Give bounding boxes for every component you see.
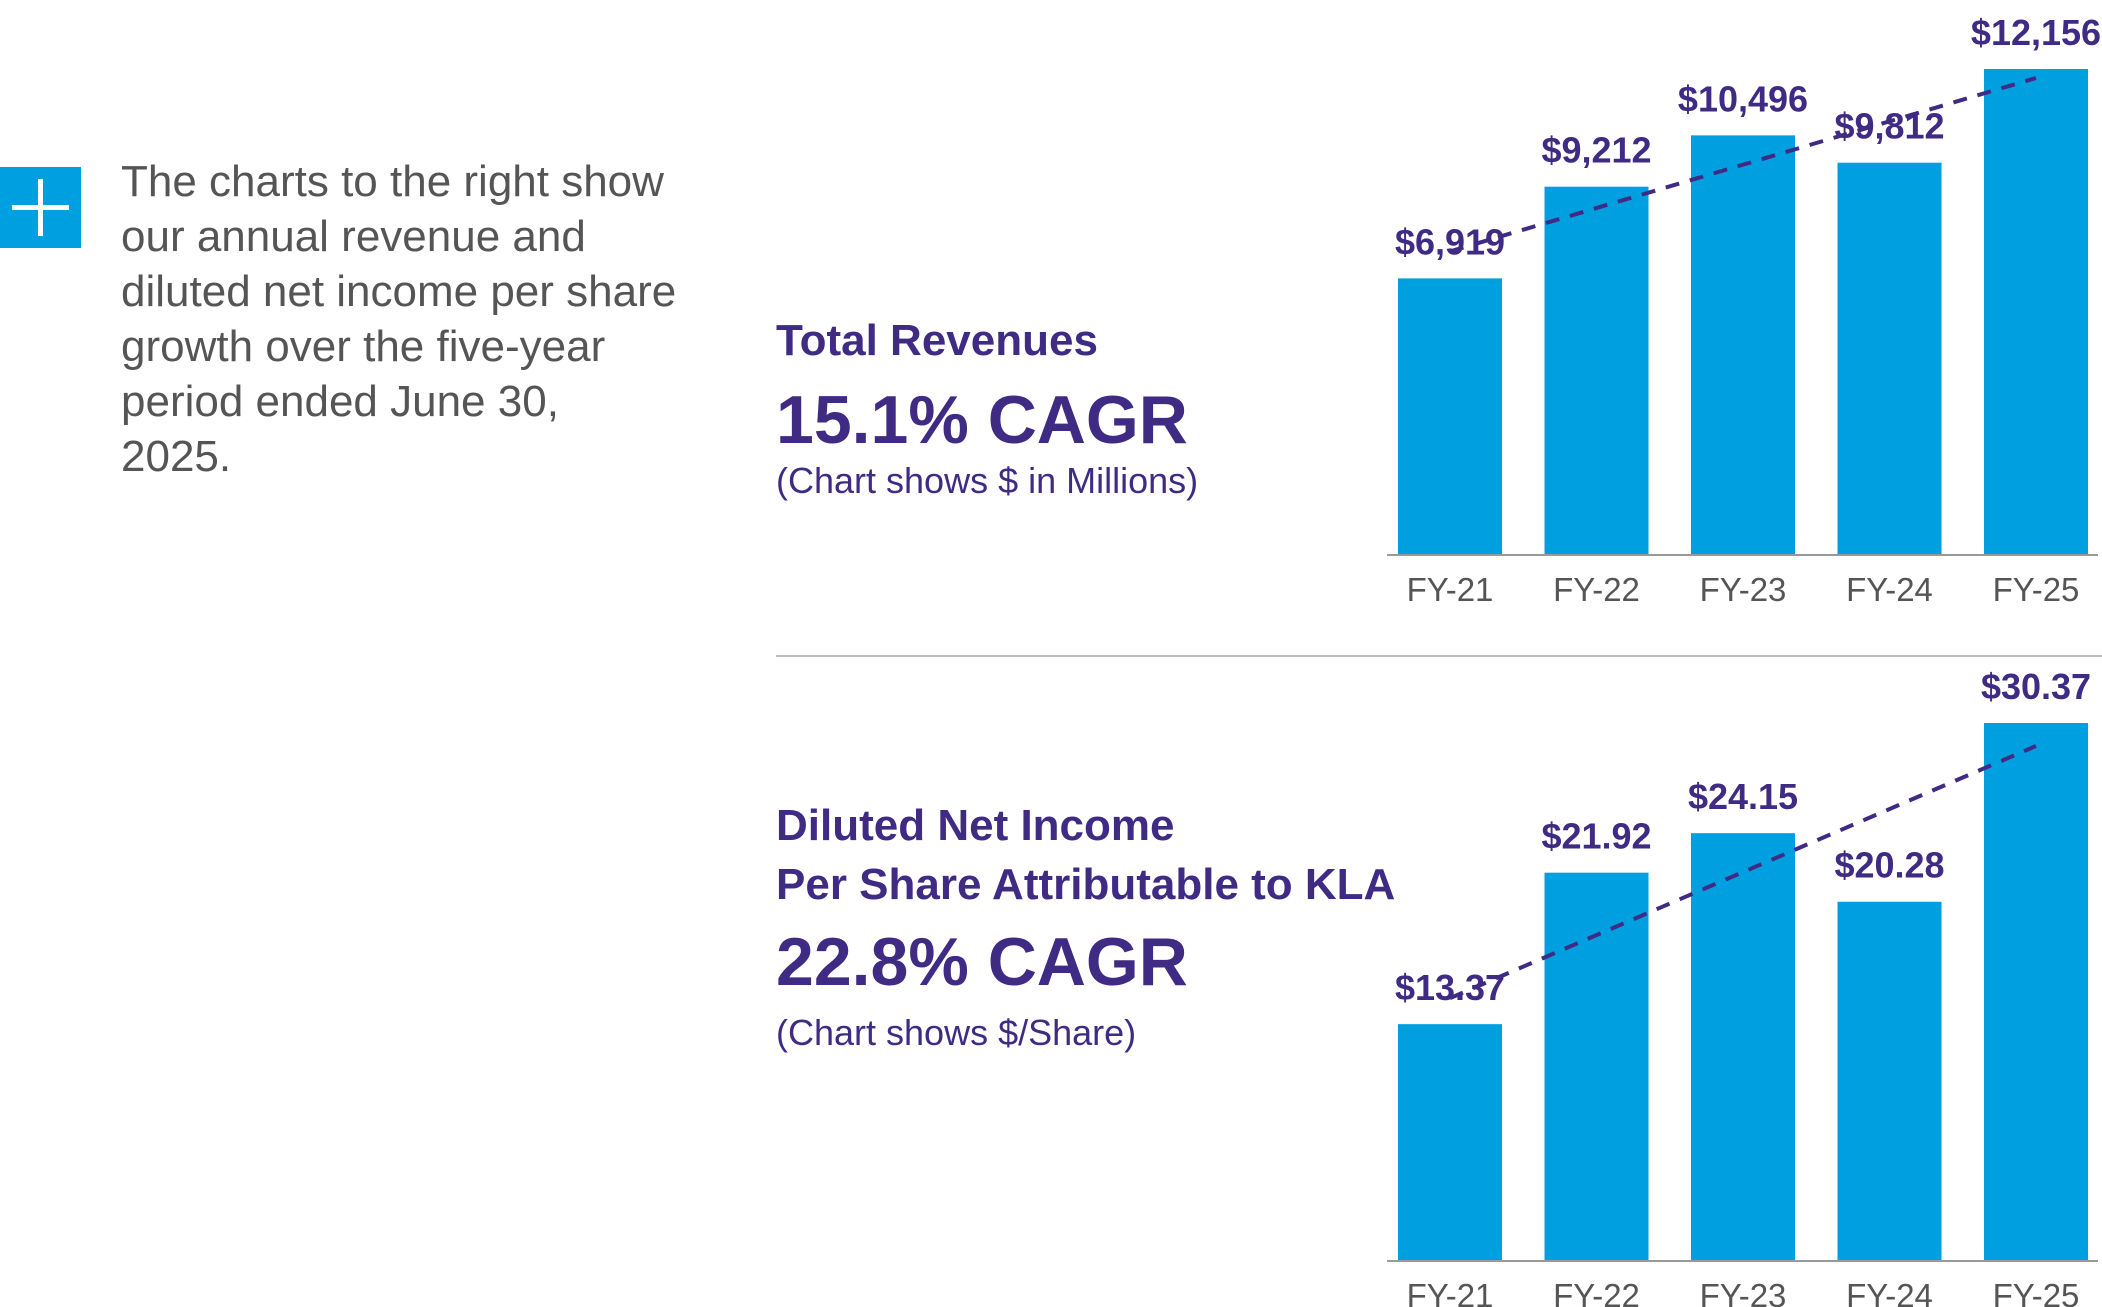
revenue-tick-label: FY-24 — [1846, 571, 1933, 608]
eps-title-line2: Per Share Attributable to KLA — [776, 860, 1396, 909]
eps-value-label: $24.15 — [1688, 776, 1798, 817]
revenue-bar-fy-21 — [1398, 278, 1502, 555]
revenue-tick-label: FY-21 — [1407, 571, 1494, 608]
revenue-trend-line — [1449, 76, 2037, 254]
revenue-value-label: $12,156 — [1971, 12, 2101, 53]
eps-value-label: $13.37 — [1395, 967, 1505, 1008]
eps-tick-label: FY-24 — [1846, 1277, 1933, 1307]
revenue-tick-label: FY-25 — [1993, 571, 2080, 608]
eps-bar-fy-25 — [1984, 723, 2088, 1261]
eps-value-label: $30.37 — [1981, 666, 2091, 707]
eps-tick-label: FY-23 — [1700, 1277, 1787, 1307]
eps-bar-fy-22 — [1544, 872, 1649, 1261]
plus-icon-glyph — [12, 179, 69, 236]
revenue-value-label: $9,212 — [1541, 130, 1651, 171]
eps-title-line1: Diluted Net Income — [776, 801, 1175, 850]
revenue-tick-label: FY-23 — [1700, 571, 1787, 608]
eps-note: (Chart shows $/Share) — [776, 1012, 1137, 1053]
revenue-bar-fy-25 — [1984, 69, 2088, 555]
revenue-cagr: 15.1% CAGR — [776, 382, 1188, 458]
eps-tick-label: FY-21 — [1407, 1277, 1494, 1307]
plus-icon — [0, 167, 81, 248]
eps-bar-fy-21 — [1398, 1024, 1502, 1261]
eps-tick-label: FY-25 — [1993, 1277, 2080, 1307]
eps-value-label: $21.92 — [1541, 816, 1651, 857]
eps-tick-label: FY-22 — [1553, 1277, 1640, 1307]
revenue-note: (Chart shows $ in Millions) — [776, 460, 1199, 501]
intro-text: The charts to the right show our annual … — [121, 157, 677, 481]
revenue-bar-fy-24 — [1837, 162, 1942, 555]
revenue-bar-fy-22 — [1544, 186, 1649, 555]
eps-bar-fy-23 — [1691, 833, 1795, 1261]
revenue-bar-fy-23 — [1691, 135, 1795, 555]
eps-cagr: 22.8% CAGR — [776, 924, 1188, 1000]
revenue-value-label: $10,496 — [1678, 78, 1808, 119]
eps-trend-line — [1449, 744, 2037, 1000]
revenue-title: Total Revenues — [776, 316, 1098, 365]
eps-value-label: $20.28 — [1834, 845, 1944, 886]
section-divider — [776, 655, 2102, 657]
revenue-tick-label: FY-22 — [1553, 571, 1640, 608]
revenue-value-label: $9,812 — [1834, 106, 1944, 147]
eps-bar-fy-24 — [1837, 901, 1942, 1261]
